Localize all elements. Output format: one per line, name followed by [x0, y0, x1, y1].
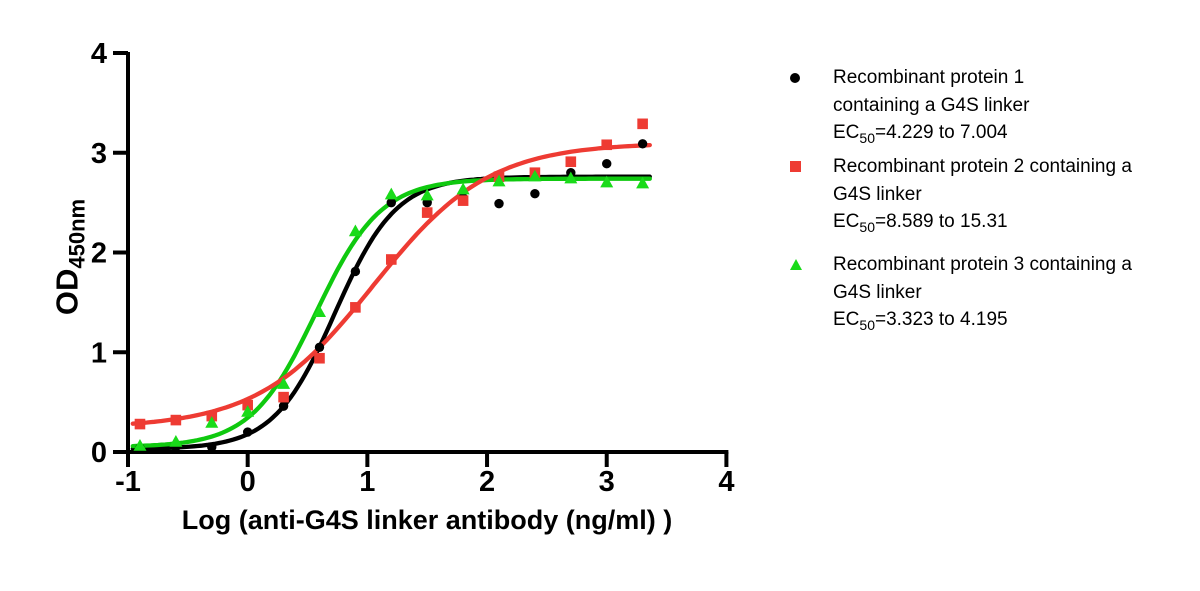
- x-axis-title: Log (anti-G4S linker antibody (ng/ml) ): [181, 505, 673, 535]
- svg-text:4: 4: [718, 466, 734, 498]
- black-circle-marker-icon: [790, 73, 800, 83]
- legend-label-line2: containing a G4S linker: [833, 94, 1030, 116]
- green-triangle-marker-icon: [790, 259, 802, 270]
- legend-item-protein-1: Recombinant protein 1 containing a G4S l…: [786, 64, 1176, 152]
- legend-label-line1: Recombinant protein 2 containing a: [833, 156, 1132, 177]
- svg-text:3: 3: [599, 466, 615, 498]
- legend-ec50: EC50=3.323 to 4.195: [833, 309, 1008, 333]
- svg-text:0: 0: [91, 437, 107, 469]
- svg-text:2: 2: [91, 238, 107, 270]
- legend-ec50: EC50=4.229 to 7.004: [833, 122, 1008, 146]
- svg-text:-1: -1: [115, 466, 141, 498]
- svg-text:1: 1: [359, 466, 375, 498]
- svg-text:0: 0: [240, 466, 256, 498]
- svg-text:1: 1: [91, 337, 107, 369]
- svg-text:4: 4: [91, 38, 107, 70]
- legend-label-line1: Recombinant protein 3 containing a: [833, 254, 1132, 275]
- legend-label-line2: G4S linker: [833, 183, 922, 205]
- legend-ec50: EC50=8.589 to 15.31: [833, 211, 1008, 235]
- legend-label-line1: Recombinant protein 1: [833, 67, 1025, 88]
- legend-label-line2: G4S linker: [833, 281, 922, 303]
- legend-item-protein-3: Recombinant protein 3 containing a G4S l…: [786, 251, 1176, 339]
- svg-text:2: 2: [479, 466, 495, 498]
- y-axis-title-subscript: 450nm: [64, 198, 90, 269]
- legend-item-protein-2: Recombinant protein 2 containing a G4S l…: [786, 153, 1176, 241]
- red-square-marker-icon: [790, 161, 801, 172]
- svg-text:3: 3: [91, 138, 107, 170]
- y-axis-title-base: OD: [49, 268, 85, 316]
